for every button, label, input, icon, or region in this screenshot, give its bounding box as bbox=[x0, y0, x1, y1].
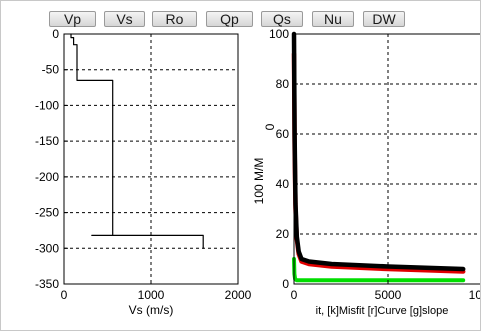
right-x-tick-label: 0 bbox=[291, 288, 298, 302]
left-series-line-0 bbox=[70, 33, 204, 249]
right-plot-frame bbox=[293, 33, 480, 285]
right-y-tick-label: 20 bbox=[276, 227, 290, 241]
right-series bbox=[291, 31, 466, 283]
right-x-tick-label: 5000 bbox=[375, 288, 402, 302]
right-y-axis-label: 100 M/M bbox=[252, 158, 266, 205]
right-series-line-1 bbox=[291, 51, 466, 274]
right-x-tick-label: 1000 bbox=[469, 288, 480, 302]
left-y-tick-label: -300 bbox=[35, 241, 59, 255]
left-y-tick-label: -200 bbox=[35, 170, 59, 184]
right-grid bbox=[294, 34, 480, 284]
left-x-axis-label: Vs (m/s) bbox=[129, 303, 174, 317]
left-ticks: 0 1000 2000 0 -50 -100 -150 -200 -250 -300 -350 bbox=[35, 27, 252, 302]
right-y-tick-label: 100 bbox=[269, 27, 289, 41]
qs-tab-button[interactable]: Qs bbox=[261, 11, 303, 27]
left-series bbox=[70, 33, 204, 249]
dw-tab-button[interactable]: DW bbox=[363, 11, 405, 27]
right-y-tick-label: 0 bbox=[282, 277, 289, 291]
left-y-tick-label: 0 bbox=[52, 27, 59, 41]
nu-tab-button[interactable]: Nu bbox=[312, 11, 354, 27]
vs-tab-button[interactable]: Vs bbox=[104, 11, 145, 27]
left-y-tick-label: -250 bbox=[35, 206, 59, 220]
right-series-line-2 bbox=[291, 31, 466, 272]
right-y-tick-label: 80 bbox=[276, 77, 290, 91]
ro-tab-button[interactable]: Ro bbox=[152, 11, 197, 27]
left-x-tick-label: 1000 bbox=[138, 288, 165, 302]
right-x-axis-label: it, [k]Misfit [r]Curve [g]slope bbox=[316, 305, 449, 317]
left-grid bbox=[64, 34, 238, 284]
vs-profile-chart: 0 1000 2000 0 -50 -100 -150 -200 -250 -300 -350 Vs… bbox=[35, 27, 252, 317]
left-x-tick-label: 2000 bbox=[225, 288, 252, 302]
right-ticks: 050001000020406080100 bbox=[269, 27, 480, 302]
left-y-tick-label: -50 bbox=[42, 63, 60, 77]
right-y-axis-label-suffix: 0 bbox=[263, 123, 277, 130]
left-y-tick-label: -350 bbox=[35, 277, 59, 291]
left-y-tick-label: -150 bbox=[35, 134, 59, 148]
qp-tab-button[interactable]: Qp bbox=[206, 11, 253, 27]
right-y-tick-label: 60 bbox=[276, 127, 290, 141]
misfit-chart: 050001000020406080100 it, [k]Misfit [r]C… bbox=[252, 27, 480, 317]
right-y-tick-label: 40 bbox=[276, 177, 290, 191]
left-x-tick-label: 0 bbox=[61, 288, 68, 302]
left-y-tick-label: -100 bbox=[35, 98, 59, 112]
vp-tab-button[interactable]: Vp bbox=[49, 11, 96, 27]
